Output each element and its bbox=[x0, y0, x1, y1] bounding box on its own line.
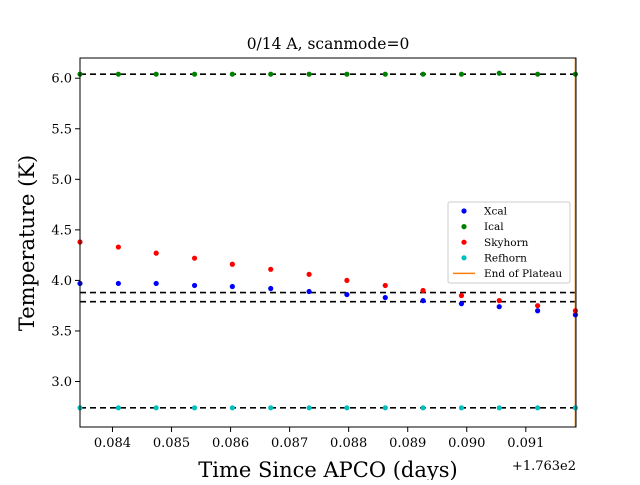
legend-marker-skyhorn bbox=[461, 239, 467, 245]
point-xcal-3 bbox=[191, 282, 198, 289]
point-refhorn-7 bbox=[344, 405, 350, 411]
point-xcal-4 bbox=[229, 283, 235, 290]
legend-marker-xcal bbox=[461, 208, 467, 214]
y-tick-label-6: 6.0 bbox=[51, 72, 72, 87]
point-refhorn-10 bbox=[458, 405, 465, 411]
point-ical-1 bbox=[115, 71, 121, 77]
point-refhorn-3 bbox=[191, 405, 198, 411]
legend: Xcal Ical Skyhorn Refhorn End of Plateau bbox=[447, 201, 571, 284]
point-xcal-9 bbox=[420, 298, 426, 304]
y-tick-label-5: 5.5 bbox=[51, 122, 72, 137]
point-refhorn-2 bbox=[153, 405, 159, 411]
point-ical-9 bbox=[420, 71, 426, 77]
point-skyhorn-4 bbox=[229, 261, 235, 267]
legend-label-xcal: Xcal bbox=[484, 206, 508, 218]
legend-label-skyhorn: Skyhorn bbox=[484, 237, 529, 249]
point-xcal-1 bbox=[115, 280, 121, 287]
point-skyhorn-6 bbox=[306, 271, 312, 277]
legend-marker-refhorn bbox=[461, 255, 467, 261]
point-refhorn-8 bbox=[382, 405, 388, 411]
point-ical-3 bbox=[191, 71, 198, 77]
y-axis-label: Temperature (K) bbox=[15, 155, 39, 331]
legend-label-end-of-plateau: End of Plateau bbox=[484, 268, 562, 280]
point-skyhorn-13 bbox=[572, 308, 579, 314]
legend-marker-ical bbox=[461, 224, 467, 230]
point-ical-11 bbox=[496, 70, 502, 76]
point-skyhorn-5 bbox=[268, 266, 274, 272]
point-skyhorn-10 bbox=[458, 292, 465, 299]
point-xcal-11 bbox=[496, 304, 502, 310]
point-ical-6 bbox=[306, 71, 312, 77]
point-xcal-6 bbox=[306, 288, 312, 295]
x-tick-label-7: 0.091 bbox=[507, 436, 544, 451]
x-tick-label-6: 0.090 bbox=[448, 436, 485, 451]
y-tick-label-0: 3.0 bbox=[51, 375, 72, 390]
x-tick-label-2: 0.086 bbox=[212, 436, 249, 451]
point-skyhorn-11 bbox=[496, 298, 502, 304]
point-refhorn-4 bbox=[229, 405, 235, 411]
x-tick-label-0: 0.084 bbox=[94, 436, 131, 451]
x-tick-label-5: 0.089 bbox=[389, 436, 426, 451]
y-tick-label-4: 5.0 bbox=[51, 173, 72, 188]
legend-box bbox=[447, 201, 571, 284]
point-xcal-5 bbox=[268, 285, 274, 292]
point-ical-13 bbox=[572, 71, 579, 77]
point-refhorn-13 bbox=[572, 405, 579, 411]
plot-frame bbox=[79, 57, 577, 428]
x-tick-label-1: 0.085 bbox=[153, 436, 190, 451]
point-ical-5 bbox=[268, 71, 274, 77]
point-refhorn-1 bbox=[115, 405, 121, 411]
point-skyhorn-12 bbox=[535, 303, 541, 309]
point-xcal-2 bbox=[153, 280, 159, 287]
point-ical-2 bbox=[153, 71, 159, 77]
point-ical-10 bbox=[458, 71, 465, 77]
point-refhorn-6 bbox=[306, 405, 312, 411]
x-offset-label: +1.763e2 bbox=[512, 459, 576, 474]
point-ical-7 bbox=[344, 71, 350, 77]
x-tick-label-3: 0.087 bbox=[271, 436, 308, 451]
point-xcal-10 bbox=[458, 301, 465, 307]
point-skyhorn-7 bbox=[344, 277, 350, 284]
legend-label-refhorn: Refhorn bbox=[484, 252, 527, 264]
point-xcal-8 bbox=[382, 294, 388, 301]
point-xcal-13 bbox=[572, 312, 579, 318]
point-refhorn-11 bbox=[496, 405, 502, 411]
point-ical-8 bbox=[382, 71, 388, 77]
y-tick-label-3: 4.5 bbox=[51, 223, 72, 238]
point-refhorn-12 bbox=[535, 405, 541, 411]
y-tick-label-2: 4.0 bbox=[51, 274, 72, 289]
point-refhorn-5 bbox=[268, 405, 274, 411]
point-skyhorn-9 bbox=[420, 287, 426, 294]
point-skyhorn-3 bbox=[191, 255, 198, 261]
plot-area: 0.084 0.085 0.086 0.087 0.088 0.089 0.090 0.091… bbox=[51, 57, 579, 451]
point-xcal-12 bbox=[535, 308, 541, 314]
x-tick-label-4: 0.088 bbox=[330, 436, 367, 451]
point-skyhorn-1 bbox=[115, 244, 121, 250]
point-skyhorn-2 bbox=[153, 250, 159, 256]
y-tick-label-1: 3.5 bbox=[51, 324, 72, 339]
point-ical-4 bbox=[229, 71, 235, 77]
x-axis-label: Time Since APCO (days) bbox=[198, 458, 457, 480]
point-refhorn-9 bbox=[420, 405, 426, 411]
point-ical-12 bbox=[535, 71, 541, 77]
chart-title: 0/14 A, scanmode=0 bbox=[247, 35, 410, 53]
point-xcal-7 bbox=[344, 291, 350, 298]
legend-label-ical: Ical bbox=[484, 221, 504, 233]
point-skyhorn-8 bbox=[382, 282, 388, 289]
